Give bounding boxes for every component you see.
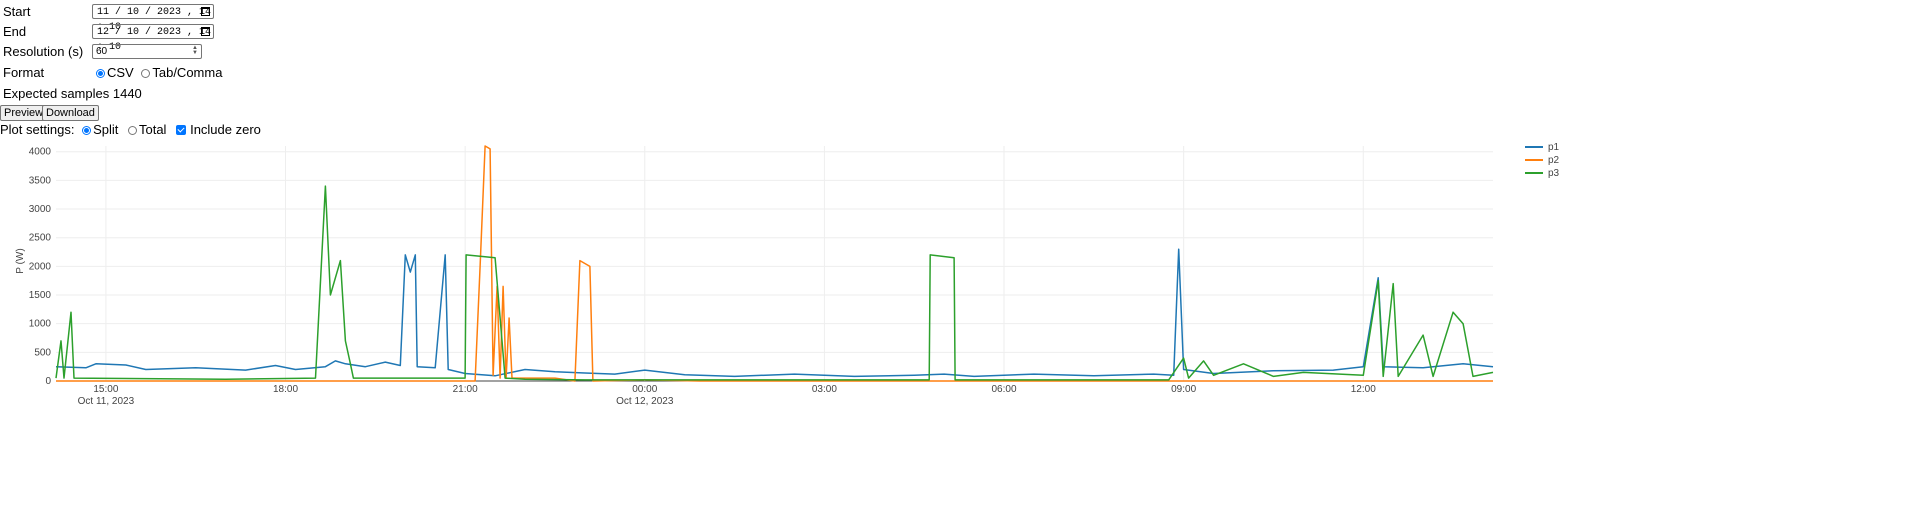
expected-samples: Expected samples 1440 <box>3 85 142 103</box>
x-tick-label: 18:00 <box>273 384 298 395</box>
y-tick-label: 500 <box>34 347 51 358</box>
plot-settings-label: Plot settings: <box>0 122 75 137</box>
format-csv-radio[interactable] <box>96 69 105 78</box>
format-tab-radio[interactable] <box>141 69 151 78</box>
y-tick-label: 1000 <box>29 319 52 330</box>
y-axis-ticks: 0 500 1000 1500 2000 2500 3000 3500 4000 <box>29 147 52 387</box>
format-label: Format <box>3 65 45 80</box>
x-tick-label: 21:00 <box>453 384 478 395</box>
split-label[interactable]: Split <box>93 122 119 137</box>
legend-label-p1: p1 <box>1548 142 1560 153</box>
calendar-icon[interactable] <box>201 7 210 16</box>
end-datetime-value: 12 / 10 / 2023 , 14 : 10 <box>97 27 212 53</box>
include-zero-checkbox[interactable] <box>176 125 187 135</box>
start-datetime-value: 11 / 10 / 2023 , 14 : 10 <box>97 7 212 33</box>
expected-label: Expected samples <box>3 86 110 101</box>
y-tick-label: 4000 <box>29 147 52 158</box>
expected-value: 1440 <box>112 86 142 101</box>
end-datetime-input[interactable]: 12 / 10 / 2023 , 14 : 10 <box>92 24 214 53</box>
preview-button[interactable]: Preview <box>0 105 48 121</box>
start-datetime-input[interactable]: 11 / 10 / 2023 , 14 : 10 <box>92 4 214 33</box>
y-axis-label: P (W) <box>15 248 26 273</box>
legend-label-p2: p2 <box>1548 155 1560 166</box>
format-tab-label[interactable]: Tab/Comma <box>152 65 223 80</box>
series-line-p2 <box>56 145 1493 382</box>
x-tick-sublabel: Oct 11, 2023 <box>78 396 135 407</box>
y-tick-label: 1500 <box>29 290 52 301</box>
total-radio[interactable] <box>127 126 137 135</box>
x-tick-label: 15:00 <box>93 384 118 395</box>
resolution-label: Resolution (s) <box>3 44 84 59</box>
y-tick-label: 2500 <box>29 233 52 244</box>
y-tick-label: 3000 <box>29 204 52 215</box>
y-tick-label: 2000 <box>29 261 52 272</box>
x-tick-label: 09:00 <box>1171 384 1196 395</box>
action-buttons: Preview Download <box>0 105 200 121</box>
y-tick-label: 3500 <box>29 175 52 186</box>
start-label: Start <box>3 4 31 19</box>
x-tick-label: 12:00 <box>1351 384 1376 395</box>
end-label: End <box>3 24 27 39</box>
x-tick-sublabel: Oct 12, 2023 <box>616 396 674 407</box>
grid <box>56 146 1493 382</box>
total-label[interactable]: Total <box>138 122 167 137</box>
format-csv-label[interactable]: CSV <box>107 65 134 80</box>
resolution-value: 60 <box>96 46 108 57</box>
x-tick-label: 06:00 <box>992 384 1017 395</box>
series-line-p1 <box>55 248 1494 378</box>
format-options: CSV Tab/Comma <box>96 64 222 82</box>
include-zero-label[interactable]: Include zero <box>190 122 261 137</box>
series <box>55 145 1494 382</box>
resolution-input[interactable]: 60 ▲ ▼ <box>92 44 202 59</box>
legend-label-p3: p3 <box>1548 168 1560 179</box>
spinner-icon[interactable]: ▲ ▼ <box>192 45 198 56</box>
plot-settings: Plot settings: Split Total Include zero <box>0 122 261 138</box>
series-line-p3 <box>55 185 1494 381</box>
calendar-icon[interactable] <box>201 27 210 36</box>
split-radio[interactable] <box>82 126 92 135</box>
legend[interactable]: p1 p2 p3 <box>1525 142 1560 179</box>
x-tick-label: 03:00 <box>812 384 837 395</box>
y-tick-label: 0 <box>45 376 51 387</box>
download-button[interactable]: Download <box>42 105 99 121</box>
x-tick-label: 00:00 <box>632 384 657 395</box>
